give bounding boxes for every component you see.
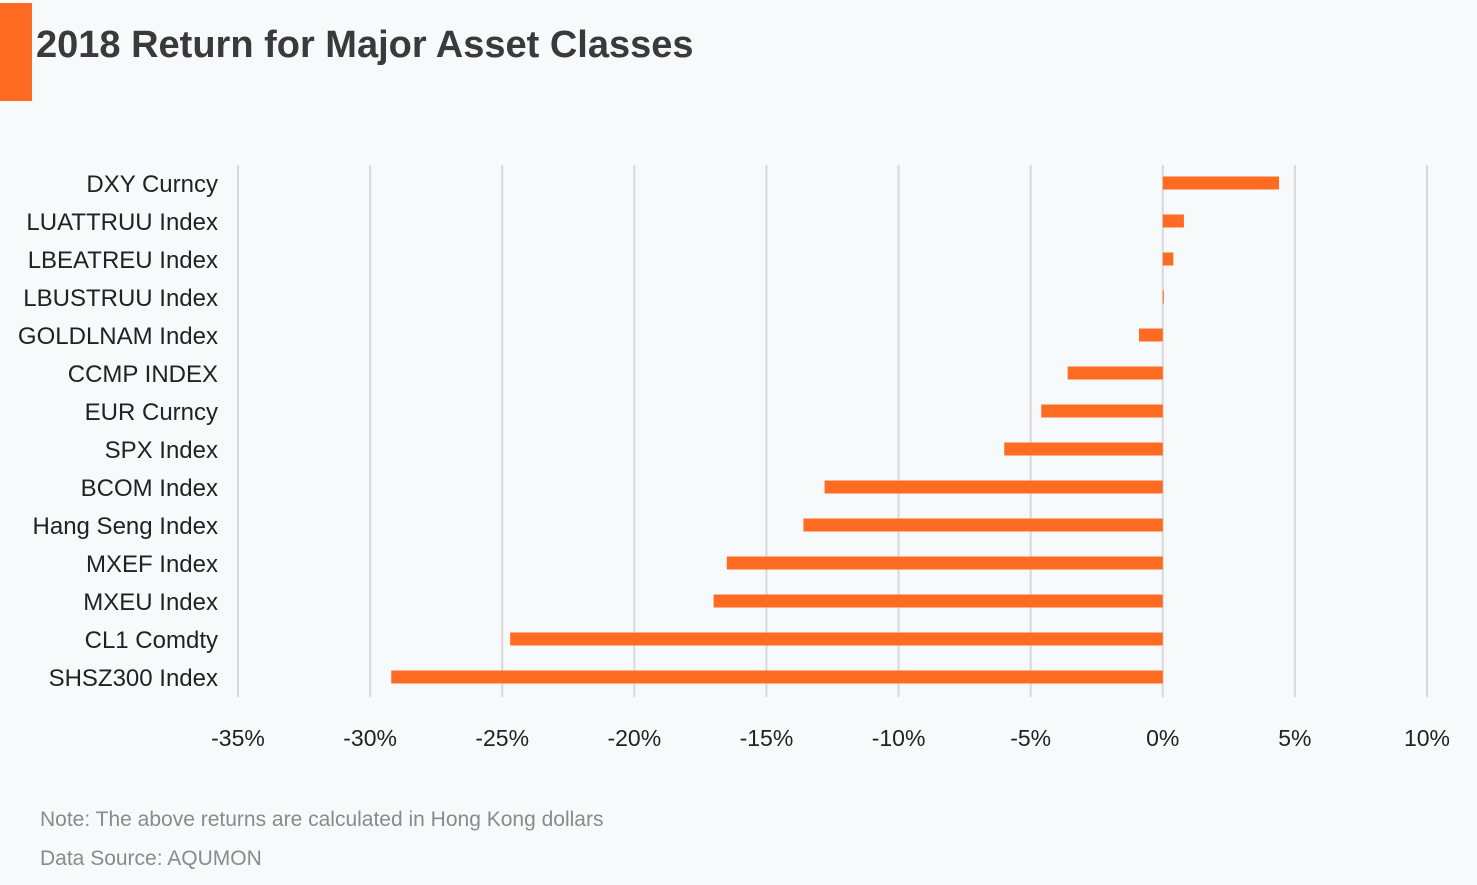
category-label: BCOM Index [81,475,218,502]
x-tick-label: 0% [1146,725,1179,751]
category-label: CCMP INDEX [68,361,218,388]
bar [1162,290,1164,304]
category-label: Hang Seng Index [33,513,218,540]
category-label: MXEF Index [86,551,218,578]
footnote-note: Note: The above returns are calculated i… [40,808,604,831]
bar [1162,252,1174,266]
x-tick-label: -35% [211,725,265,751]
bar [713,594,1163,608]
bar [510,632,1163,646]
x-tick-label: -10% [872,725,926,751]
bar [1138,328,1163,342]
bar [1067,366,1163,380]
category-label: DXY Curncy [86,171,218,198]
category-label: LBEATREU Index [28,247,218,274]
category-label: LBUSTRUU Index [23,285,218,312]
category-label: SPX Index [105,437,218,464]
bar [824,480,1163,494]
chart-title: 2018 Return for Major Asset Classes [36,24,694,66]
category-label: EUR Curncy [85,399,218,426]
category-label: SHSZ300 Index [49,665,218,692]
footnote-source: Data Source: AQUMON [40,847,262,870]
bar [391,670,1163,684]
bar [1162,176,1280,190]
bar [803,518,1163,532]
x-tick-label: 5% [1278,725,1311,751]
x-tick-label: -30% [343,725,397,751]
x-tick-label: -25% [475,725,529,751]
bar [726,556,1163,570]
x-tick-label: -20% [607,725,661,751]
bar [1162,214,1184,228]
category-label: CL1 Comdty [85,627,218,654]
x-tick-label: 10% [1404,725,1450,751]
bar [1041,404,1163,418]
category-label: LUATTRUU Index [26,209,218,236]
x-tick-label: -5% [1010,725,1051,751]
category-label: GOLDLNAM Index [18,323,218,350]
x-tick-label: -15% [740,725,794,751]
bar [1004,442,1163,456]
title-accent-bar [0,3,32,101]
category-label: MXEU Index [83,589,218,616]
